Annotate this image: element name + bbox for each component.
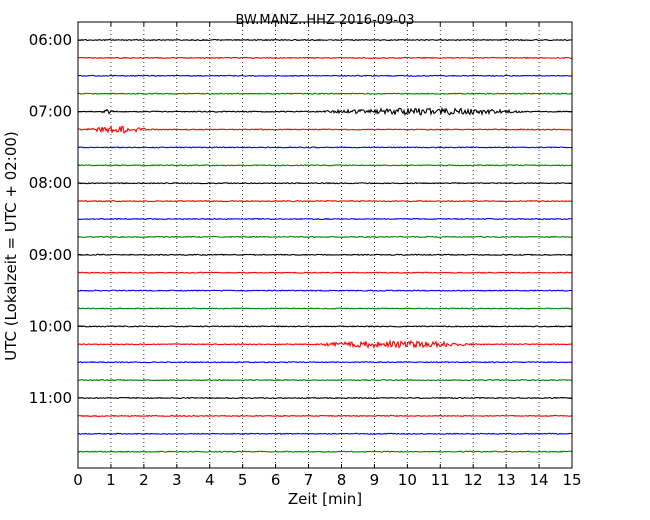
x-tick-label: 5 (238, 471, 248, 489)
y-tick-label: 10:00 (29, 317, 72, 335)
x-tick-label: 12 (464, 471, 483, 489)
trace-line (77, 361, 573, 364)
trace-line (77, 450, 573, 453)
trace-line (77, 106, 573, 117)
trace-layer (77, 38, 573, 453)
trace-line (77, 271, 573, 274)
x-tick-label: 10 (398, 471, 417, 489)
y-axis-label: UTC (Lokalzeit = UTC + 02:00) (2, 131, 20, 361)
trace-line (77, 307, 573, 310)
x-tick-label: 14 (530, 471, 549, 489)
y-tick-label: 07:00 (29, 103, 72, 121)
x-tick-label: 13 (497, 471, 516, 489)
x-tick-label: 9 (370, 471, 380, 489)
trace-line (77, 124, 573, 134)
trace-line (77, 56, 573, 60)
grid-layer (110, 22, 540, 468)
chart-title: BW.MANZ..HHZ 2016-09-03 (235, 13, 414, 28)
x-tick-label: 15 (562, 471, 581, 489)
y-tick-label: 08:00 (29, 174, 72, 192)
x-tick-label: 2 (139, 471, 149, 489)
trace-line (77, 199, 573, 203)
trace-line (77, 164, 573, 167)
trace-line (77, 235, 573, 239)
trace-line (77, 74, 573, 78)
x-axis-label: Zeit [min] (288, 490, 362, 508)
trace-line (77, 325, 573, 328)
plot-frame (77, 21, 573, 469)
trace-line (77, 432, 573, 435)
trace-line (77, 217, 573, 221)
y-tick-label: 11:00 (29, 389, 72, 407)
x-tick-label: 0 (73, 471, 83, 489)
y-axis: 06:00 07:00 08:00 09:00 10:00 11:00 (29, 31, 572, 407)
y-tick-label: 06:00 (29, 31, 72, 49)
x-tick-label: 11 (431, 471, 450, 489)
x-tick-label: 6 (271, 471, 281, 489)
trace-line (77, 339, 572, 350)
x-tick-label: 4 (205, 471, 215, 489)
x-tick-label: 7 (304, 471, 314, 489)
trace-line (77, 146, 573, 149)
trace-line (77, 378, 573, 382)
x-axis: 0 1 2 3 4 5 6 7 8 9 10 11 12 13 14 15 (73, 22, 582, 489)
y-tick-label: 09:00 (29, 246, 72, 264)
trace-line (77, 182, 573, 185)
trace-line (77, 38, 573, 42)
trace-line (77, 396, 573, 400)
x-tick-label: 1 (106, 471, 116, 489)
x-tick-label: 8 (337, 471, 347, 489)
x-tick-label: 3 (172, 471, 182, 489)
trace-line (77, 253, 573, 257)
trace-line (77, 289, 573, 292)
trace-line (77, 414, 573, 418)
trace-line (77, 92, 573, 95)
